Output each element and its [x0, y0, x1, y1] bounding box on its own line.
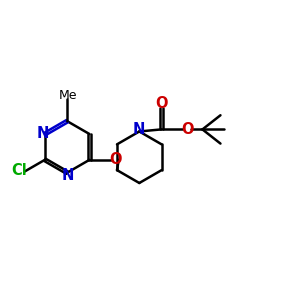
- Text: N: N: [133, 122, 145, 136]
- Text: Me: Me: [58, 89, 77, 102]
- Text: N: N: [61, 168, 74, 183]
- Text: O: O: [181, 122, 194, 137]
- Text: N: N: [36, 126, 49, 141]
- Text: O: O: [155, 96, 167, 111]
- Text: Cl: Cl: [11, 163, 26, 178]
- Text: O: O: [109, 152, 121, 167]
